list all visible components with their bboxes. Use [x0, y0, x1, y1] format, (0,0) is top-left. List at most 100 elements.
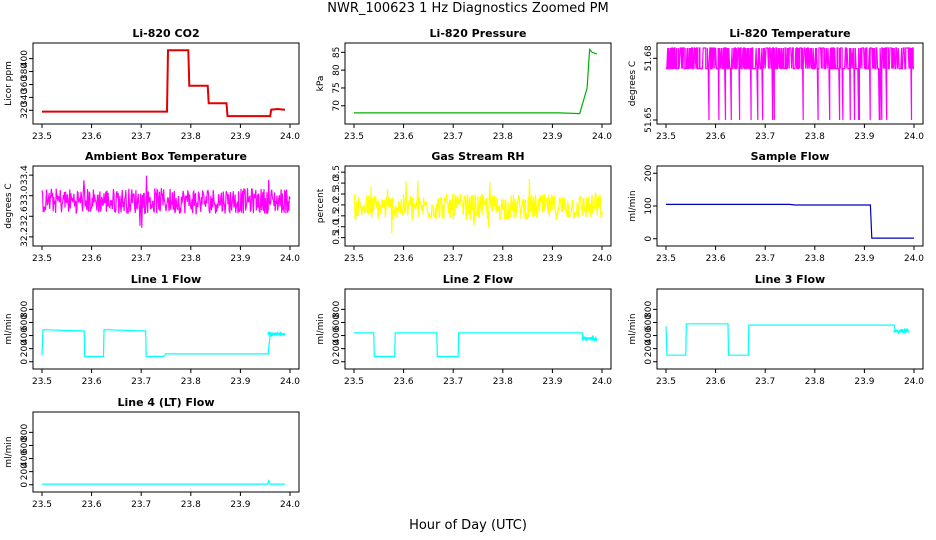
- data-line: [42, 49, 286, 118]
- plot-frame: [656, 42, 924, 125]
- x-tick-label: 23.5: [344, 377, 364, 387]
- y-tick-label: 33.0: [20, 185, 30, 205]
- y-tick-label: 800: [644, 301, 654, 318]
- x-tick-label: 23.7: [131, 377, 151, 387]
- x-tick-label: 23.8: [805, 254, 825, 264]
- x-tick-label: 23.6: [706, 132, 726, 142]
- x-tick-label: 23.5: [32, 377, 52, 387]
- panel-title: Line 2 Flow: [443, 273, 513, 286]
- y-tick-label: 0: [644, 359, 654, 365]
- x-tick-label: 23.6: [706, 377, 726, 387]
- y-tick-label: 200: [332, 340, 342, 357]
- plot-frame: [344, 42, 612, 125]
- x-tick-label: 23.8: [181, 500, 201, 510]
- x-tick-label: 23.7: [755, 132, 775, 142]
- x-tick-label: 23.5: [656, 377, 676, 387]
- x-tick-label: 23.8: [805, 377, 825, 387]
- x-tick-label: 23.6: [82, 377, 102, 387]
- data-line: [42, 479, 285, 485]
- chart-panel-line3: Line 3 Flow 23.5 23.6 23.7 23.8 23.9 24.0 0 2004…: [628, 273, 924, 387]
- y-tick-label: 0: [332, 359, 342, 365]
- y-tick-label: 70: [332, 100, 342, 112]
- y-tick-label: 400: [332, 327, 342, 344]
- x-tick-label: 23.9: [230, 254, 250, 264]
- y-tick-label: 75: [332, 82, 342, 93]
- y-tick-label: 100: [644, 197, 654, 214]
- panel-title: Li-820 Pressure: [430, 27, 527, 40]
- plot-frame: [32, 42, 300, 125]
- y-tick-label: 340: [20, 89, 30, 106]
- x-tick-label: 23.7: [131, 254, 151, 264]
- x-tick-label: 23.6: [706, 254, 726, 264]
- y-tick-label: 3.0: [332, 176, 342, 191]
- chart-panel-rh: Gas Stream RH 23.5 23.6 23.7 23.8 23.9 24.0 0.5…: [316, 150, 612, 264]
- x-tick-label: 23.9: [230, 500, 250, 510]
- y-tick-label: 600: [332, 314, 342, 331]
- plot-frame: [32, 288, 300, 370]
- panel-title: Li-820 Temperature: [729, 27, 850, 40]
- x-tick-label: 24.0: [280, 254, 300, 264]
- x-tick-label: 23.5: [32, 254, 52, 264]
- y-tick-label: 85: [332, 47, 342, 58]
- x-tick-label: 23.7: [755, 377, 775, 387]
- x-tick-label: 23.7: [443, 377, 463, 387]
- x-tick-label: 23.7: [131, 132, 151, 142]
- x-tick-label: 23.6: [82, 500, 102, 510]
- x-tick-label: 23.5: [344, 132, 364, 142]
- panel-title: Line 4 (LT) Flow: [118, 396, 215, 409]
- data-line: [41, 329, 286, 358]
- x-tick-label: 23.7: [755, 254, 775, 264]
- x-tick-label: 23.9: [854, 254, 874, 264]
- chart-panel-line2: Line 2 Flow 23.5 23.6 23.7 23.8 23.9 24.0 0 2004…: [316, 273, 612, 387]
- y-axis-label: ml/min: [4, 436, 14, 467]
- x-tick-label: 23.5: [344, 254, 364, 264]
- y-tick-label: 600: [644, 314, 654, 331]
- y-tick-label: 800: [20, 301, 30, 318]
- y-tick-label: 32.6: [20, 206, 30, 226]
- y-tick-label: 200: [20, 463, 30, 480]
- y-tick-label: 1.5: [332, 209, 342, 223]
- y-axis-label: ml/min: [628, 313, 638, 344]
- data-line: [353, 178, 603, 234]
- chart-panel-co2: Li-820 CO2 23.5 23.6 23.7 23.8 23.9 24.0 320340…: [4, 27, 300, 142]
- chart-panel-line4: Line 4 (LT) Flow 23.5 23.6 23.7 23.8 23.9 24.0…: [4, 396, 300, 510]
- x-tick-label: 24.0: [280, 500, 300, 510]
- y-axis-label: ml/min: [316, 313, 326, 344]
- x-tick-label: 24.0: [904, 254, 924, 264]
- data-line: [354, 332, 598, 358]
- y-tick-label: 80: [332, 64, 342, 76]
- x-tick-label: 23.5: [32, 132, 52, 142]
- data-line: [666, 47, 914, 121]
- y-tick-label: 2.0: [332, 197, 342, 212]
- plot-frame: [32, 411, 300, 493]
- x-tick-label: 24.0: [280, 132, 300, 142]
- y-tick-label: 400: [644, 327, 654, 344]
- x-tick-label: 23.9: [542, 132, 562, 142]
- y-tick-label: 200: [644, 164, 654, 181]
- x-axis-title: Hour of Day (UTC): [409, 518, 527, 533]
- x-tick-label: 23.6: [394, 254, 414, 264]
- x-tick-label: 23.7: [443, 132, 463, 142]
- y-tick-label: 200: [644, 340, 654, 357]
- data-line: [354, 48, 598, 115]
- y-tick-label: 400: [20, 450, 30, 467]
- x-tick-label: 23.9: [230, 132, 250, 142]
- y-tick-label: 400: [20, 327, 30, 344]
- data-line: [666, 203, 914, 239]
- plot-frame: [656, 288, 924, 370]
- y-tick-label: 32.2: [20, 227, 30, 247]
- y-tick-label: 0: [20, 482, 30, 488]
- x-tick-label: 23.9: [854, 377, 874, 387]
- y-axis-label: ml/min: [628, 190, 638, 221]
- y-tick-label: 1.0: [332, 219, 342, 234]
- y-tick-label: 800: [20, 424, 30, 441]
- x-tick-label: 24.0: [592, 132, 612, 142]
- y-axis-label: kPa: [316, 76, 326, 92]
- x-tick-label: 23.9: [542, 377, 562, 387]
- x-tick-label: 23.8: [181, 132, 201, 142]
- plot-frame: [32, 165, 300, 247]
- x-tick-label: 24.0: [592, 254, 612, 264]
- chart-panel-pressure: Li-820 Pressure 23.5 23.6 23.7 23.8 23.9 24.0 7…: [316, 27, 612, 142]
- x-tick-label: 23.7: [443, 254, 463, 264]
